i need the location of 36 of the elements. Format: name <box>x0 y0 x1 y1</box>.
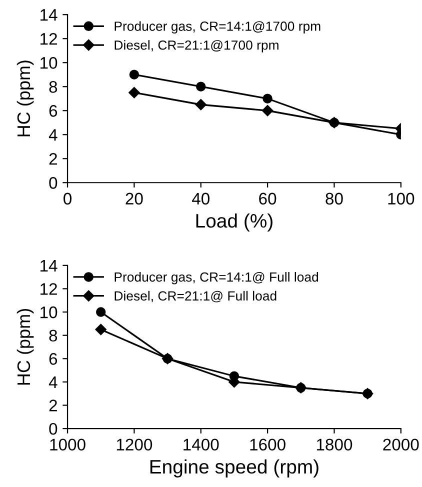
y-tick-label: 8 <box>49 330 58 342</box>
x-tick-label: 60 <box>259 192 276 205</box>
y-tick-label: 4 <box>48 376 58 388</box>
y-axis-title: HC (ppm) <box>16 308 34 385</box>
x-tick-label: 1200 <box>116 438 152 451</box>
y-tick-label: 10 <box>40 306 58 318</box>
x-axis-title: Engine speed (rpm) <box>150 459 318 478</box>
y-tick-label: 4 <box>48 129 58 141</box>
y-tick-label: 6 <box>49 105 58 117</box>
x-tick-label: 1800 <box>316 438 352 451</box>
y-tick-label: 0 <box>49 177 58 189</box>
y-tick-label: 0 <box>49 422 58 435</box>
x-tick-label: 100 <box>388 192 414 205</box>
y-tick-label: 8 <box>49 81 58 93</box>
x-tick-label: 1400 <box>184 438 219 451</box>
y-tick-label: 12 <box>40 283 57 295</box>
y-tick-label: 12 <box>40 33 57 45</box>
legend-label: Producer gas, CR=14:1@ Full load <box>114 272 318 284</box>
legend-label: Producer gas, CR=14:1@1700 rpm <box>114 21 320 34</box>
y-tick-label: 14 <box>40 260 58 272</box>
x-tick-label: 0 <box>64 192 72 205</box>
y-tick-label: 6 <box>49 353 58 365</box>
x-tick-label: 2000 <box>383 438 419 451</box>
x-tick-label: 20 <box>126 192 143 205</box>
y-tick-label: 14 <box>40 9 58 21</box>
x-axis-title: Load (%) <box>196 213 272 232</box>
legend-label: Diesel, CR=21:1@ Full load <box>114 290 276 302</box>
y-axis-title: HC (ppm) <box>16 60 34 136</box>
x-tick-label: 80 <box>326 192 343 205</box>
x-tick-label: 1000 <box>50 438 86 451</box>
y-tick-label: 2 <box>49 153 57 165</box>
y-tick-label: 10 <box>40 57 58 69</box>
legend-label: Diesel, CR=21:1@1700 rpm <box>114 40 278 52</box>
x-tick-label: 40 <box>192 192 210 205</box>
y-tick-label: 2 <box>49 400 57 412</box>
x-tick-label: 1600 <box>250 438 286 451</box>
